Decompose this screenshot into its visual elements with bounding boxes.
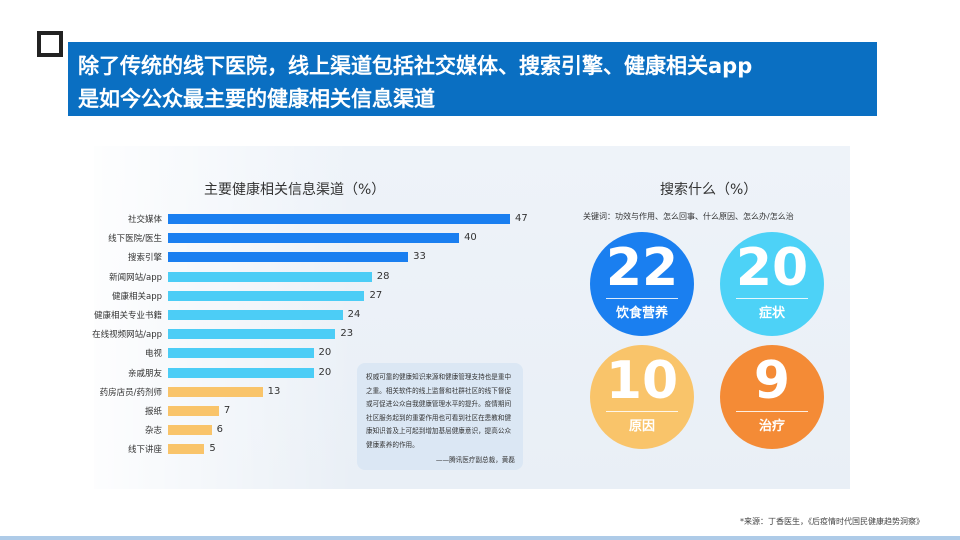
bar <box>168 348 314 359</box>
category-label: 社交媒体 <box>127 215 162 225</box>
bar-value-label: 6 <box>216 424 224 436</box>
bottom-rule <box>0 536 960 540</box>
category-label: 在线视频网站/app <box>92 330 162 341</box>
circle-symptom-label: 症状 <box>758 306 785 321</box>
category-label: 搜索引擎 <box>127 253 162 264</box>
bar <box>168 271 372 282</box>
bar-value-label: 13 <box>267 385 281 397</box>
source-note: *来源：丁香医生，《后疫情时代国民健康趋势洞察》 <box>740 517 924 526</box>
keywords-note: 关键词：功效与作用、怎么回事、什么原因、怎么办/怎么治 <box>583 212 794 221</box>
quote-author: ——腾讯医疗副总裁，黄磊 <box>435 456 515 464</box>
category-label: 亲戚朋友 <box>127 368 162 379</box>
bar-value-label: 20 <box>318 366 332 378</box>
circle-treatment-label: 治疗 <box>758 419 785 434</box>
circle-divider <box>736 411 808 412</box>
bar <box>168 425 212 436</box>
bar <box>168 406 219 416</box>
category-label: 线下医院/医生 <box>108 234 162 245</box>
circle-diet-value: 22 <box>605 238 679 298</box>
bar-value-label: 23 <box>340 328 354 340</box>
bar <box>168 214 510 224</box>
category-label: 电视 <box>144 349 162 360</box>
category-label: 新闻网站/app <box>109 272 162 283</box>
category-label: 健康相关app <box>111 291 162 302</box>
bar-value-label: 20 <box>318 347 332 359</box>
bar-value-label: 33 <box>413 251 426 263</box>
category-label: 线下讲座 <box>127 445 162 456</box>
bar <box>168 290 365 301</box>
bar-chart-title: 主要健康相关信息渠道（%） <box>204 182 386 198</box>
bar-value-label: 5 <box>209 443 216 455</box>
category-label: 报纸 <box>144 407 162 417</box>
bar <box>168 444 205 455</box>
circle-divider <box>606 298 678 299</box>
bar-value-label: 24 <box>347 309 361 320</box>
bar-value-label: 47 <box>515 213 528 224</box>
bar-value-label: 28 <box>376 270 390 282</box>
category-label: 杂志 <box>144 426 162 437</box>
quote-box: 权威可靠的健康知识来源和健康管理支持也是重中之重。相关软件的线上监督和社群社区的… <box>357 363 523 470</box>
page-title-line-1: 除了传统的线下医院，线上渠道包括社交媒体、搜索引擎、健康相关app <box>78 54 753 78</box>
category-label: 药房店员/药剂师 <box>99 387 162 398</box>
bar-value-label: 40 <box>464 232 477 244</box>
corner-square-icon <box>37 31 63 57</box>
circle-treatment-value: 9 <box>753 351 791 411</box>
bar <box>168 310 343 320</box>
bar-value-label: 27 <box>369 289 383 301</box>
bar <box>168 329 336 340</box>
circle-symptom-value: 20 <box>735 238 809 298</box>
circle-cause-label: 原因 <box>628 419 655 434</box>
circle-cause: 10 原因 <box>590 345 694 449</box>
circle-diet: 22 饮食营养 <box>590 232 694 336</box>
bar-value-label: 7 <box>223 405 231 416</box>
circle-symptom: 20 症状 <box>720 232 824 336</box>
category-label: 健康相关专业书籍 <box>93 311 162 321</box>
quote-text: 权威可靠的健康知识来源和健康管理支持也是重中之重。相关软件的线上监督和社群社区的… <box>366 373 512 449</box>
bar <box>168 386 263 397</box>
bar <box>168 252 409 263</box>
search-chart-title: 搜索什么（%） <box>660 182 758 198</box>
title-banner: 除了传统的线下医院，线上渠道包括社交媒体、搜索引擎、健康相关app 是如今公众最… <box>68 42 877 116</box>
circle-divider <box>606 411 678 412</box>
circle-cause-value: 10 <box>605 351 679 411</box>
circle-diet-label: 饮食营养 <box>615 306 668 321</box>
bar <box>168 367 314 378</box>
bar <box>168 233 460 244</box>
circle-divider <box>736 298 808 299</box>
circle-treatment: 9 治疗 <box>720 345 824 449</box>
page-title-line-2: 是如今公众最主要的健康相关信息渠道 <box>78 87 435 111</box>
